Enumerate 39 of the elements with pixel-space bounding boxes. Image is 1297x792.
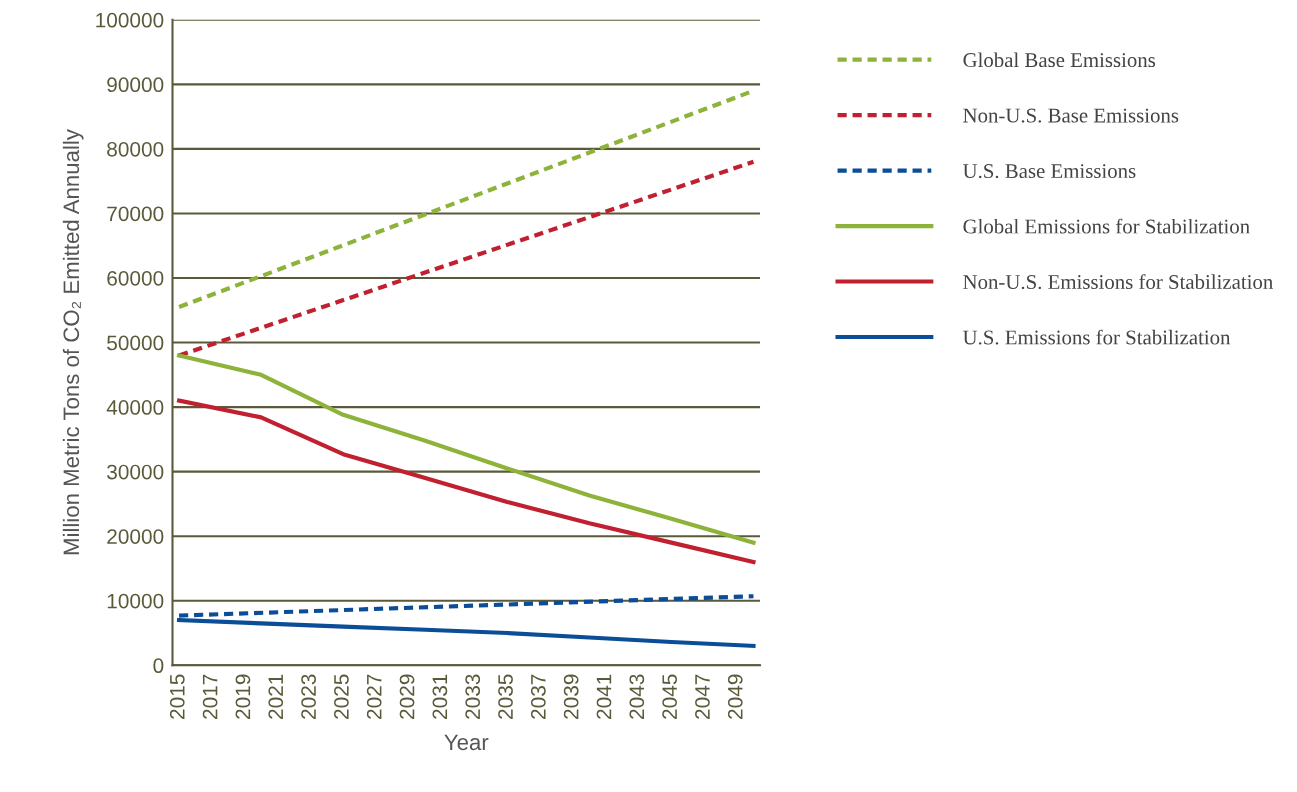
x-tick-label: 2023 <box>301 674 316 719</box>
y-tick-label: 40000 <box>106 400 164 415</box>
y-tick-label: 80000 <box>107 141 164 157</box>
x-tick-label: 2019 <box>235 674 251 719</box>
y-tick-label: 90000 <box>107 77 164 93</box>
x-tick-label: 2021 <box>268 674 284 719</box>
legend-label: Non-U.S. Emissions for Stabilization <box>963 274 1273 290</box>
y-axis-title: Million Metric Tons of CO₂ Emitted Annually <box>62 129 84 555</box>
x-tick-label: 2033 <box>465 674 481 719</box>
x-axis-title: Year <box>444 734 489 751</box>
legend-label: Global Emissions for Stabilization <box>963 218 1250 234</box>
x-tick-label: 2043 <box>629 674 645 719</box>
x-tick-label: 2045 <box>662 674 678 719</box>
y-tick-label: 50000 <box>107 335 164 351</box>
y-tick-label: 30000 <box>107 464 164 480</box>
y-tick-label: 10000 <box>107 593 164 609</box>
x-tick-label: 2035 <box>498 674 513 719</box>
y-tick-label: 100000 <box>96 12 164 28</box>
y-tick-label: 0 <box>153 658 164 674</box>
line-series <box>176 398 756 565</box>
x-tick-label: 2039 <box>563 674 579 719</box>
x-tick-label: 2031 <box>432 674 448 719</box>
x-tick-label: 2027 <box>366 674 382 719</box>
x-tick-label: 2037 <box>530 674 546 719</box>
y-tick-label: 60000 <box>107 270 164 286</box>
y-tick-label: 70000 <box>107 206 164 222</box>
x-tick-label: 2017 <box>202 674 218 719</box>
x-tick-label: 2049 <box>727 674 743 719</box>
x-tick-label: 2041 <box>596 674 612 719</box>
x-tick-label: 2029 <box>399 674 415 719</box>
legend-label: U.S. Base Emissions <box>962 164 1136 179</box>
legend-label: U.S. Emissions for Stabilization <box>962 329 1231 345</box>
x-tick-label: 2047 <box>695 674 710 719</box>
legend-label: Global Base Emissions <box>963 52 1156 68</box>
y-tick-label: 20000 <box>107 529 164 544</box>
x-tick-label: 2025 <box>334 674 349 719</box>
legend-label: Non-U.S. Base Emissions <box>963 108 1179 123</box>
x-tick-label: 2015 <box>169 674 185 719</box>
line-series <box>176 353 756 545</box>
